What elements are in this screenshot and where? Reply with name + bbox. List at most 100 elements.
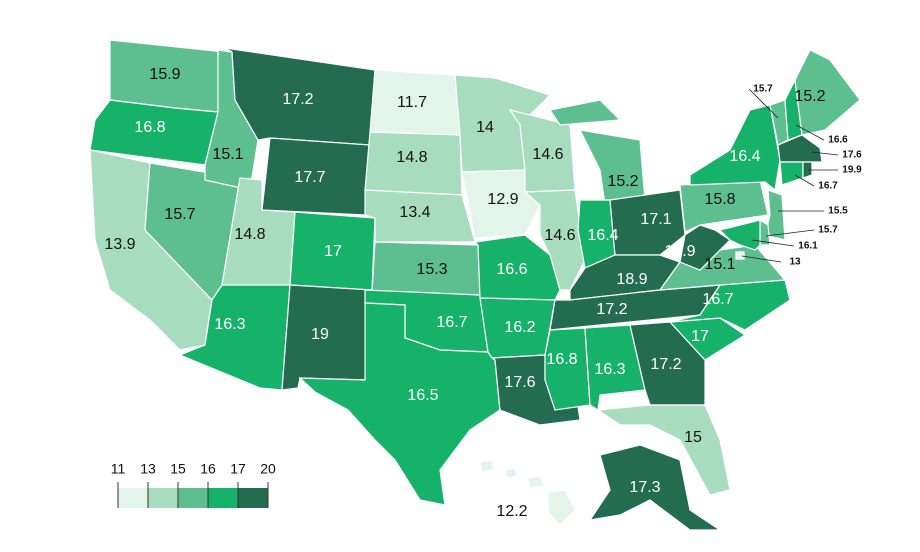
state-shape <box>777 134 823 163</box>
state <box>802 161 813 179</box>
value-label: 15.5 <box>828 206 848 217</box>
value-label: 11.7 <box>397 94 427 111</box>
value-label: 17 <box>324 243 342 260</box>
leader-line <box>765 229 815 237</box>
value-label: 17.2 <box>282 91 313 108</box>
value-label: 13.9 <box>104 236 135 253</box>
value-label: 14.6 <box>532 146 563 163</box>
value-label: 14.8 <box>396 149 427 166</box>
value-label: 15.1 <box>212 146 243 163</box>
state-shape <box>504 467 518 479</box>
leader-line <box>794 174 815 187</box>
leader-line <box>741 255 782 263</box>
value-label: 19 <box>311 326 329 343</box>
legend-label: 13 <box>140 461 156 477</box>
legend-label: 17 <box>230 461 246 477</box>
value-label: 12.9 <box>487 191 518 208</box>
value-label: 17.3 <box>629 479 660 496</box>
legend-label: 11 <box>111 461 126 477</box>
leader-line <box>811 151 839 156</box>
state <box>549 99 646 206</box>
state-shape <box>473 234 561 301</box>
legend-label: 16 <box>200 461 216 477</box>
value-label: 15.7 <box>753 84 773 95</box>
value-label: 17.6 <box>842 150 862 161</box>
value-label: 16.6 <box>496 261 527 278</box>
value-label: 13 <box>789 257 801 268</box>
state-shape <box>298 302 501 506</box>
value-label: 15.1 <box>704 256 735 273</box>
value-label: 15.2 <box>794 88 825 105</box>
value-label: 19.9 <box>664 243 695 260</box>
state-shape <box>596 404 731 496</box>
value-label: 14.8 <box>234 226 265 243</box>
value-label: 15.2 <box>607 173 638 190</box>
state-shape <box>735 251 745 260</box>
value-label: 16.5 <box>407 387 438 404</box>
value-label: 19.9 <box>842 165 862 176</box>
legend-swatch <box>208 488 238 508</box>
value-label: 16.8 <box>546 351 577 368</box>
state <box>588 444 722 531</box>
state-shape <box>527 475 545 489</box>
legend-swatch <box>118 488 148 508</box>
value-label: 16.4 <box>587 227 618 244</box>
state <box>298 302 501 506</box>
state <box>718 219 761 251</box>
state <box>473 234 561 301</box>
state <box>479 459 576 526</box>
value-label: 17.7 <box>294 169 325 186</box>
leader-line <box>751 239 795 247</box>
value-label: 15 <box>684 429 702 446</box>
state-shape <box>549 99 622 126</box>
legend-swatch <box>238 488 268 508</box>
value-label: 13.4 <box>399 204 430 221</box>
value-label: 16.7 <box>436 314 467 331</box>
legend-swatch <box>178 488 208 508</box>
value-label: 15.7 <box>164 206 195 223</box>
state <box>523 189 586 291</box>
legend-label: 15 <box>170 461 186 477</box>
state-shape <box>461 169 541 239</box>
value-label: 16.2 <box>504 319 535 336</box>
value-label: 18.9 <box>616 271 647 288</box>
value-label: 16.3 <box>594 361 625 378</box>
value-label: 14 <box>476 119 494 136</box>
value-label: 16.7 <box>818 181 838 192</box>
labels: 15.9 16.8 13.9 15.7 15.1 17.2 17.7 14.8 17 16.3 19… <box>104 66 862 520</box>
state <box>777 134 823 163</box>
value-label: 16.4 <box>729 148 760 165</box>
legend-swatch <box>148 488 178 508</box>
value-label: 17.1 <box>640 211 671 228</box>
state <box>544 327 591 411</box>
value-label: 17.6 <box>504 374 535 391</box>
value-label: 16.7 <box>702 291 733 308</box>
value-label: 17 <box>691 328 709 345</box>
legend: 11 13 15 16 17 20 <box>111 461 276 508</box>
state-shape <box>544 327 591 411</box>
value-label: 15.8 <box>704 191 735 208</box>
value-label: 17.2 <box>650 356 681 373</box>
state <box>764 189 786 241</box>
value-label: 16.3 <box>214 316 245 333</box>
value-label: 16.1 <box>798 241 818 252</box>
value-label: 16.6 <box>828 135 848 146</box>
value-label: 16.8 <box>134 119 165 136</box>
state <box>461 169 541 239</box>
state-shape <box>718 219 761 251</box>
state <box>735 251 745 260</box>
state-shape <box>479 459 495 473</box>
state <box>596 404 731 496</box>
leader-line <box>795 124 825 141</box>
state-shape <box>802 161 813 179</box>
value-label: 15.7 <box>818 225 838 236</box>
state-shape <box>547 489 576 526</box>
legend-label: 20 <box>260 461 276 477</box>
value-label: 15.3 <box>416 261 447 278</box>
state-shape <box>588 444 722 531</box>
value-label: 15.9 <box>149 66 180 83</box>
value-label: 14.6 <box>544 227 575 244</box>
state-shape <box>523 189 586 291</box>
state-shape <box>764 189 786 241</box>
